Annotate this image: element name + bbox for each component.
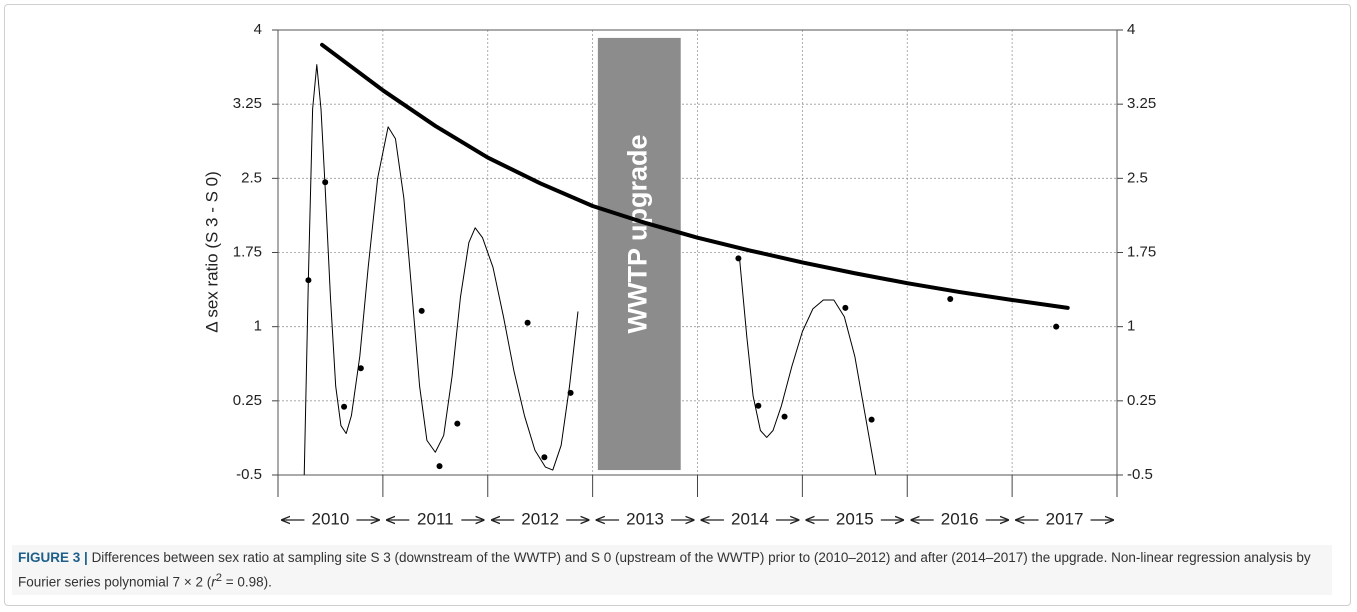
caption-label: FIGURE 3 | xyxy=(18,550,88,565)
data-point xyxy=(454,420,461,427)
x-period-label: 2016 xyxy=(941,509,979,528)
caption: FIGURE 3 | Differences between sex ratio… xyxy=(12,545,1332,595)
data-point xyxy=(436,463,443,470)
line-series xyxy=(303,64,877,475)
y-tick-label: 3.25 xyxy=(233,95,262,112)
y2-tick-label: 0.25 xyxy=(1127,392,1156,409)
y2-tick-label: -0.5 xyxy=(1127,466,1153,483)
caption-exponent: 2 xyxy=(215,572,222,584)
y2-tick-label: 1.75 xyxy=(1127,243,1156,260)
caption-text: Differences between sex ratio at samplin… xyxy=(18,550,1311,590)
chart: Δ sex ratio (S 3 - S 0) 4 4 3.25 3.25 2.5 2.5… xyxy=(202,21,1156,529)
data-point xyxy=(357,365,364,372)
y-tick-label: 2.5 xyxy=(241,169,262,186)
data-point xyxy=(322,179,329,186)
y-tick-label: 4 xyxy=(254,21,262,38)
data-point xyxy=(1053,323,1060,330)
x-period-label: 2015 xyxy=(836,509,874,528)
figure-frame xyxy=(4,4,1351,606)
data-point xyxy=(947,295,954,302)
upgrade-label: WWTP upgrade xyxy=(622,134,652,333)
y-tick-label: 1 xyxy=(254,318,262,335)
caption-text-end: = 0.98). xyxy=(221,574,272,590)
data-point xyxy=(755,402,762,409)
caption-r: r xyxy=(211,574,216,590)
data-point xyxy=(418,307,425,314)
x-period-label: 2013 xyxy=(626,509,664,528)
data-point xyxy=(735,255,742,262)
data-point xyxy=(781,413,788,420)
x-period-label: 2011 xyxy=(417,509,454,528)
y2-tick-label: 2.5 xyxy=(1127,169,1148,186)
y2-tick-label: 4 xyxy=(1127,21,1135,38)
data-point xyxy=(305,277,312,284)
line-series xyxy=(320,42,1070,310)
upgrade-region xyxy=(597,37,681,471)
y2-tick-label: 1 xyxy=(1127,318,1135,335)
data-point xyxy=(868,416,875,423)
y-axis-label: Δ sex ratio (S 3 - S 0) xyxy=(202,171,221,333)
plot-content xyxy=(303,42,1070,475)
y2-tick-label: 3.25 xyxy=(1127,95,1156,112)
x-period-label: 2010 xyxy=(312,509,350,528)
data-point xyxy=(567,389,574,396)
data-point xyxy=(524,319,531,326)
x-period-label: 2014 xyxy=(731,509,769,528)
data-point xyxy=(341,403,348,410)
y-tick-label: 1.75 xyxy=(233,243,262,260)
y-tick-label: -0.5 xyxy=(236,466,262,483)
y-tick-label: 0.25 xyxy=(233,392,262,409)
data-point xyxy=(842,304,849,311)
data-point xyxy=(541,454,548,461)
x-period-label: 2012 xyxy=(521,509,559,528)
x-period-label: 2017 xyxy=(1046,509,1084,528)
plot-frame xyxy=(277,29,1118,476)
